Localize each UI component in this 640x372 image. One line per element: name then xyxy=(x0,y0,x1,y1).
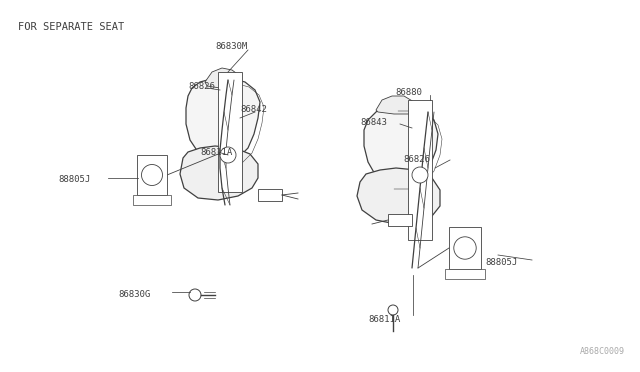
Polygon shape xyxy=(186,78,260,162)
Bar xyxy=(133,195,171,205)
Text: 88805J: 88805J xyxy=(58,175,90,184)
Text: 86826: 86826 xyxy=(188,82,215,91)
Text: 86880: 86880 xyxy=(395,88,422,97)
Circle shape xyxy=(141,164,163,186)
Bar xyxy=(408,100,432,240)
Circle shape xyxy=(388,305,398,315)
Polygon shape xyxy=(364,106,438,184)
Text: 86843: 86843 xyxy=(360,118,387,127)
Text: 88805J: 88805J xyxy=(485,258,517,267)
Polygon shape xyxy=(376,96,416,114)
Text: 86842: 86842 xyxy=(240,105,267,114)
Text: 86811A: 86811A xyxy=(200,148,232,157)
Circle shape xyxy=(412,167,428,183)
Circle shape xyxy=(220,147,236,163)
Bar xyxy=(449,227,481,269)
Bar xyxy=(137,155,167,195)
Polygon shape xyxy=(357,168,440,224)
Text: A868C0009: A868C0009 xyxy=(580,347,625,356)
Polygon shape xyxy=(180,146,258,200)
Bar xyxy=(258,189,282,201)
Polygon shape xyxy=(205,68,242,88)
Bar xyxy=(445,269,485,279)
Text: 86811A: 86811A xyxy=(368,315,400,324)
Circle shape xyxy=(189,289,201,301)
Circle shape xyxy=(454,237,476,259)
Text: 86830G: 86830G xyxy=(118,290,150,299)
Text: 86826: 86826 xyxy=(403,155,430,164)
Text: 86830M: 86830M xyxy=(215,42,247,51)
Bar xyxy=(388,214,412,226)
Text: FOR SEPARATE SEAT: FOR SEPARATE SEAT xyxy=(18,22,124,32)
Bar xyxy=(218,72,242,192)
